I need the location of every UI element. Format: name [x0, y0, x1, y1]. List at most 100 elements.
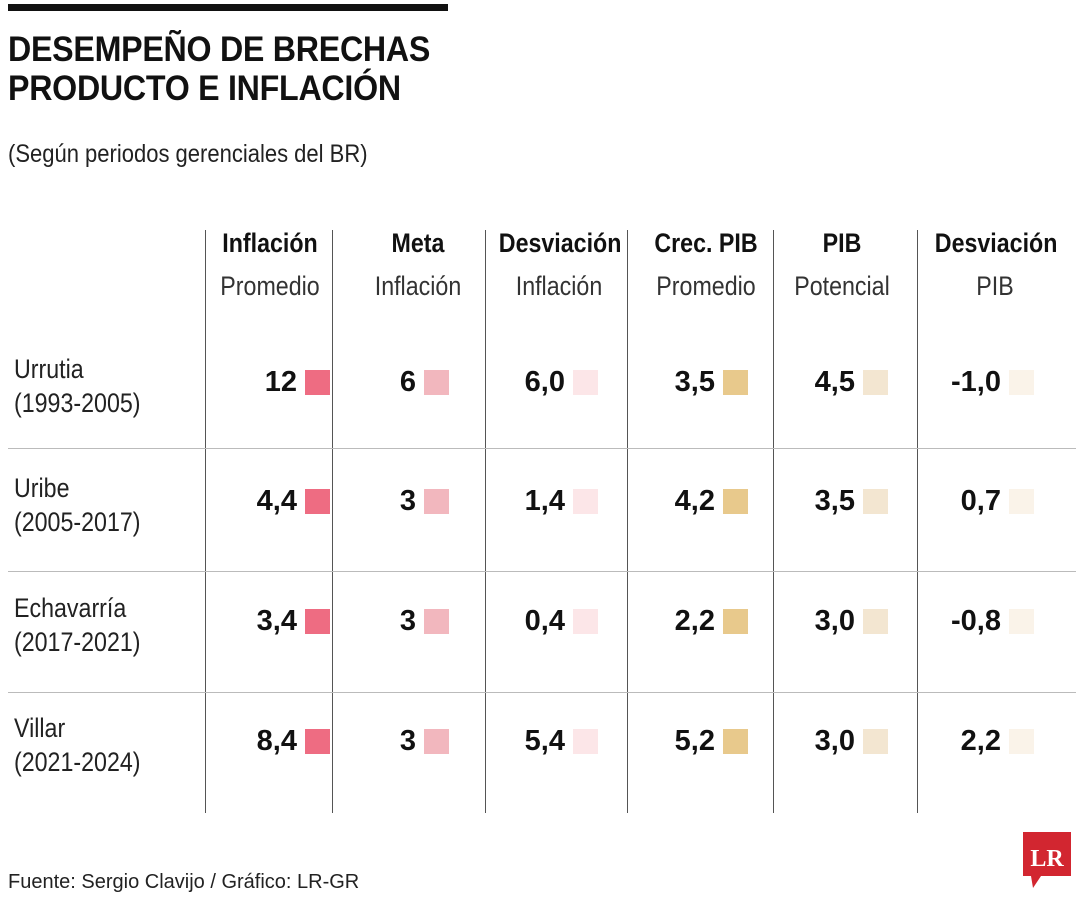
cell-value: 2,2 — [674, 604, 715, 637]
table-cell: 1,4 — [478, 485, 598, 517]
table-cell: 4,2 — [628, 485, 748, 517]
color-swatch — [573, 488, 598, 514]
table-cell: 12 — [210, 366, 330, 398]
column-header: Desviación Inflación — [498, 222, 622, 308]
top-rule — [8, 4, 448, 11]
color-swatch — [305, 608, 330, 634]
color-swatch — [1009, 369, 1034, 395]
row-divider-3 — [8, 692, 1076, 693]
cell-value: 3 — [399, 484, 416, 517]
column-divider-1 — [205, 230, 206, 813]
cell-value: 8,4 — [256, 724, 297, 757]
color-swatch — [573, 369, 598, 395]
color-swatch — [573, 608, 598, 634]
lr-logo-icon: LR — [1023, 832, 1071, 888]
table-cell: 5,2 — [628, 725, 748, 757]
cell-value: 4,5 — [814, 365, 855, 398]
table-cell: 0,7 — [914, 485, 1034, 517]
logo-text: LR — [1030, 846, 1064, 872]
column-header-line-1: PIB — [822, 228, 862, 258]
table-cell: 3,0 — [768, 725, 888, 757]
color-swatch — [863, 608, 888, 634]
color-swatch — [424, 728, 449, 754]
table-cell: 3,5 — [768, 485, 888, 517]
table-cell: 3,0 — [768, 605, 888, 637]
table-cell: 3 — [329, 725, 449, 757]
column-divider-6 — [917, 230, 918, 813]
color-swatch — [863, 728, 888, 754]
cell-value: 3,0 — [814, 604, 855, 637]
cell-value: 0,7 — [960, 484, 1001, 517]
cell-value: 4,4 — [256, 484, 297, 517]
row-period: (1993-2005) — [14, 388, 141, 418]
cell-value: 12 — [264, 365, 297, 398]
color-swatch — [723, 488, 748, 514]
color-swatch — [424, 608, 449, 634]
cell-value: 1,4 — [524, 484, 565, 517]
row-label: Urrutia (1993-2005) — [14, 352, 141, 420]
source-note: Fuente: Sergio Clavijo / Gráfico: LR-GR — [8, 871, 360, 893]
cell-value: 0,4 — [524, 604, 565, 637]
cell-value: 3,5 — [814, 484, 855, 517]
color-swatch — [305, 728, 330, 754]
row-period: (2017-2021) — [14, 627, 141, 657]
row-label: Villar (2021-2024) — [14, 711, 141, 779]
table-cell: 3,4 — [210, 605, 330, 637]
title-line-2: PRODUCTO E INFLACIÓN — [8, 69, 401, 108]
column-header-line-2: Potencial — [794, 271, 890, 301]
column-divider-2 — [332, 230, 333, 813]
cell-value: 6 — [399, 365, 416, 398]
cell-value: 5,2 — [674, 724, 715, 757]
column-divider-4 — [627, 230, 628, 813]
column-header-line-1: Crec. PIB — [654, 228, 758, 258]
color-swatch — [305, 488, 330, 514]
cell-value: 3,4 — [256, 604, 297, 637]
color-swatch — [723, 608, 748, 634]
chart-title: DESEMPEÑO DE BRECHAS PRODUCTO E INFLACIÓ… — [8, 30, 560, 108]
color-swatch — [863, 369, 888, 395]
color-swatch — [424, 488, 449, 514]
table-cell: 2,2 — [628, 605, 748, 637]
cell-value: 3 — [399, 724, 416, 757]
column-header: Meta Inflación — [358, 222, 478, 308]
row-name: Villar — [14, 713, 66, 743]
column-header-line-1: Meta — [391, 228, 445, 258]
cell-value: -0,8 — [951, 604, 1001, 637]
column-divider-5 — [773, 230, 774, 813]
table-cell: 0,4 — [478, 605, 598, 637]
row-label: Echavarría (2017-2021) — [14, 591, 141, 659]
table-cell: 4,4 — [210, 485, 330, 517]
row-period: (2005-2017) — [14, 507, 141, 537]
color-swatch — [305, 369, 330, 395]
table-cell: 3 — [329, 605, 449, 637]
color-swatch — [723, 728, 748, 754]
row-divider-2 — [8, 571, 1076, 572]
column-header: Crec. PIB Promedio — [646, 222, 766, 308]
row-label: Uribe (2005-2017) — [14, 471, 141, 539]
table-cell: -0,8 — [914, 605, 1034, 637]
column-header: Desviación PIB — [935, 222, 1058, 308]
column-header-line-2: Inflación — [515, 271, 603, 301]
color-swatch — [1009, 728, 1034, 754]
table-cell: 5,4 — [478, 725, 598, 757]
column-header: PIB Potencial — [782, 222, 902, 308]
color-swatch — [723, 369, 748, 395]
table-cell: 3 — [329, 485, 449, 517]
column-divider-3 — [485, 230, 486, 813]
table-cell: 6,0 — [478, 366, 598, 398]
table-cell: 6 — [329, 366, 449, 398]
column-header-line-2: Promedio — [656, 271, 756, 301]
color-swatch — [424, 369, 449, 395]
cell-value: 3 — [399, 604, 416, 637]
table-cell: 2,2 — [914, 725, 1034, 757]
chart-subtitle: (Según periodos gerenciales del BR) — [8, 140, 368, 168]
column-header-line-1: Inflación — [222, 228, 318, 258]
column-header-line-2: PIB — [976, 271, 1014, 301]
title-line-1: DESEMPEÑO DE BRECHAS — [8, 30, 431, 69]
color-swatch — [573, 728, 598, 754]
table-cell: 8,4 — [210, 725, 330, 757]
color-swatch — [1009, 608, 1034, 634]
column-header-line-1: Desviación — [498, 228, 622, 258]
cell-value: 3,0 — [814, 724, 855, 757]
row-name: Uribe — [14, 473, 70, 503]
